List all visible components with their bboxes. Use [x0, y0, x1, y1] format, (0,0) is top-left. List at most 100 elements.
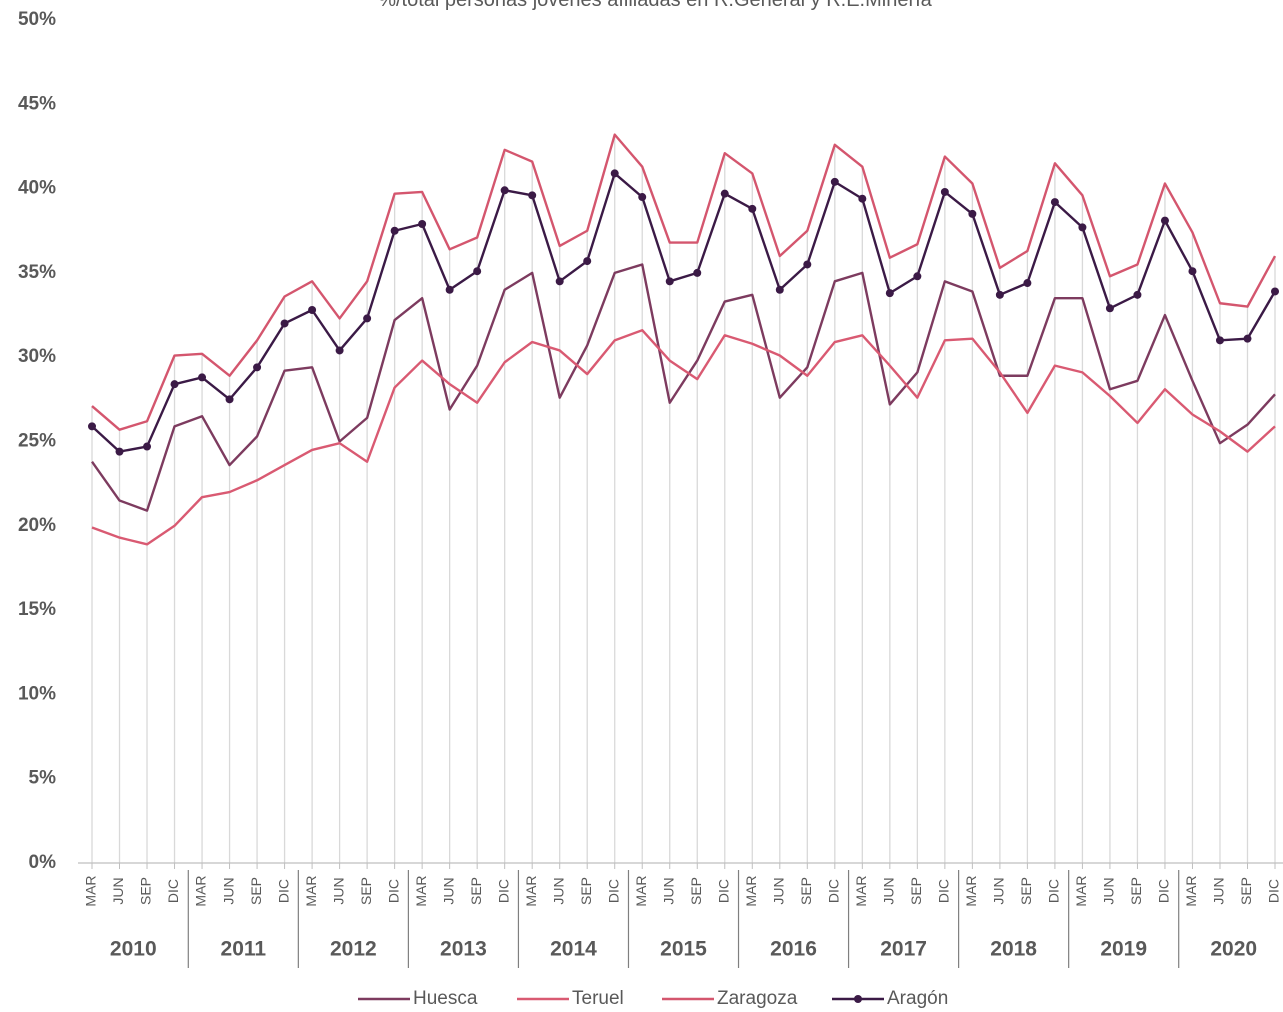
x-group-label: 2015 — [660, 938, 707, 961]
point — [500, 186, 509, 195]
x-group-label: 2019 — [1100, 938, 1147, 961]
point — [940, 187, 949, 196]
point — [610, 169, 619, 178]
point — [115, 447, 124, 456]
y-tick-label: 35% — [18, 262, 56, 283]
point — [473, 267, 482, 276]
x-tick-label: DIC — [715, 879, 731, 903]
x-group-label: 2011 — [221, 938, 267, 961]
x-group-label: 2010 — [110, 938, 157, 961]
point — [143, 442, 152, 451]
point — [225, 395, 234, 404]
point — [913, 272, 922, 281]
series-line — [91, 263, 1276, 512]
point — [1105, 304, 1114, 313]
y-tick-label: 45% — [18, 93, 56, 114]
y-tick-label: 5% — [29, 768, 57, 789]
point — [968, 209, 977, 218]
x-tick-label: MAR — [83, 875, 99, 906]
x-tick-label: SEP — [138, 877, 154, 905]
point — [665, 277, 674, 286]
x-tick-label: DIC — [605, 879, 621, 903]
x-tick-label: MAR — [1073, 875, 1089, 906]
point — [638, 193, 647, 202]
point — [1050, 198, 1059, 207]
x-tick-label: JUN — [220, 877, 236, 904]
y-tick-label: 0% — [29, 852, 57, 873]
point — [528, 191, 537, 200]
y-tick-label: 25% — [18, 431, 56, 452]
x-tick-label: SEP — [578, 877, 594, 905]
point — [363, 314, 372, 323]
x-tick-label: JUN — [991, 877, 1007, 904]
point — [418, 220, 427, 229]
point — [803, 260, 812, 269]
y-tick-label: 20% — [18, 515, 56, 536]
x-tick-label: SEP — [358, 877, 374, 905]
x-tick-label: DIC — [1156, 879, 1172, 903]
x-tick-label: JUN — [660, 877, 676, 904]
x-tick-label: DIC — [495, 879, 511, 903]
x-tick-label: MAR — [1183, 875, 1199, 906]
x-tick-label: DIC — [1266, 879, 1282, 903]
point — [1243, 334, 1252, 343]
x-tick-label: SEP — [468, 877, 484, 905]
x-group-label: 2017 — [880, 938, 927, 961]
x-tick-label: MAR — [523, 875, 539, 906]
point — [1160, 216, 1169, 225]
x-tick-label: SEP — [798, 877, 814, 905]
x-tick-label: DIC — [1046, 879, 1062, 903]
x-tick-label: SEP — [1238, 877, 1254, 905]
x-tick-label: MAR — [743, 875, 759, 906]
point — [1133, 290, 1142, 299]
x-tick-label: SEP — [1018, 877, 1034, 905]
point — [775, 285, 784, 294]
x-tick-label: MAR — [193, 875, 209, 906]
series-line — [91, 329, 1276, 546]
x-tick-label: SEP — [688, 877, 704, 905]
x-tick-label: SEP — [1128, 877, 1144, 905]
y-tick-label: 15% — [18, 599, 56, 620]
point — [308, 305, 317, 314]
legend-label: Teruel — [572, 988, 624, 1009]
point — [1078, 223, 1087, 232]
point — [583, 257, 592, 266]
y-tick-label: 30% — [18, 346, 56, 367]
point — [1215, 336, 1224, 345]
x-group-label: 2012 — [330, 938, 377, 961]
x-group-label: 2013 — [440, 938, 487, 961]
y-tick-label: 40% — [18, 178, 56, 199]
point — [253, 363, 262, 372]
point — [1023, 279, 1032, 288]
x-tick-label: JUN — [440, 877, 456, 904]
x-tick-label: JUN — [330, 877, 346, 904]
x-tick-label: MAR — [413, 875, 429, 906]
point — [858, 194, 867, 203]
legend-marker — [854, 995, 862, 1003]
x-tick-label: JUN — [770, 877, 786, 904]
point — [995, 290, 1004, 299]
x-tick-label: MAR — [853, 875, 869, 906]
x-group-label: 2018 — [990, 938, 1037, 961]
y-tick-label: 50% — [18, 9, 56, 30]
point — [555, 277, 564, 286]
x-tick-label: DIC — [385, 879, 401, 903]
point — [693, 268, 702, 277]
point — [885, 289, 894, 298]
x-tick-label: MAR — [303, 875, 319, 906]
series-line — [91, 172, 1277, 453]
point — [390, 226, 399, 235]
point — [280, 319, 289, 328]
legend-label: Huesca — [413, 988, 478, 1009]
x-group-label: 2016 — [770, 938, 817, 961]
point — [88, 422, 96, 431]
legend-label: Zaragoza — [717, 988, 798, 1009]
point — [445, 285, 454, 294]
x-tick-label: SEP — [908, 877, 924, 905]
point — [1271, 287, 1279, 296]
point — [170, 380, 179, 389]
x-tick-label: DIC — [936, 879, 952, 903]
x-tick-label: JUN — [550, 877, 566, 904]
x-tick-label: JUN — [110, 877, 126, 904]
point — [1188, 267, 1197, 276]
